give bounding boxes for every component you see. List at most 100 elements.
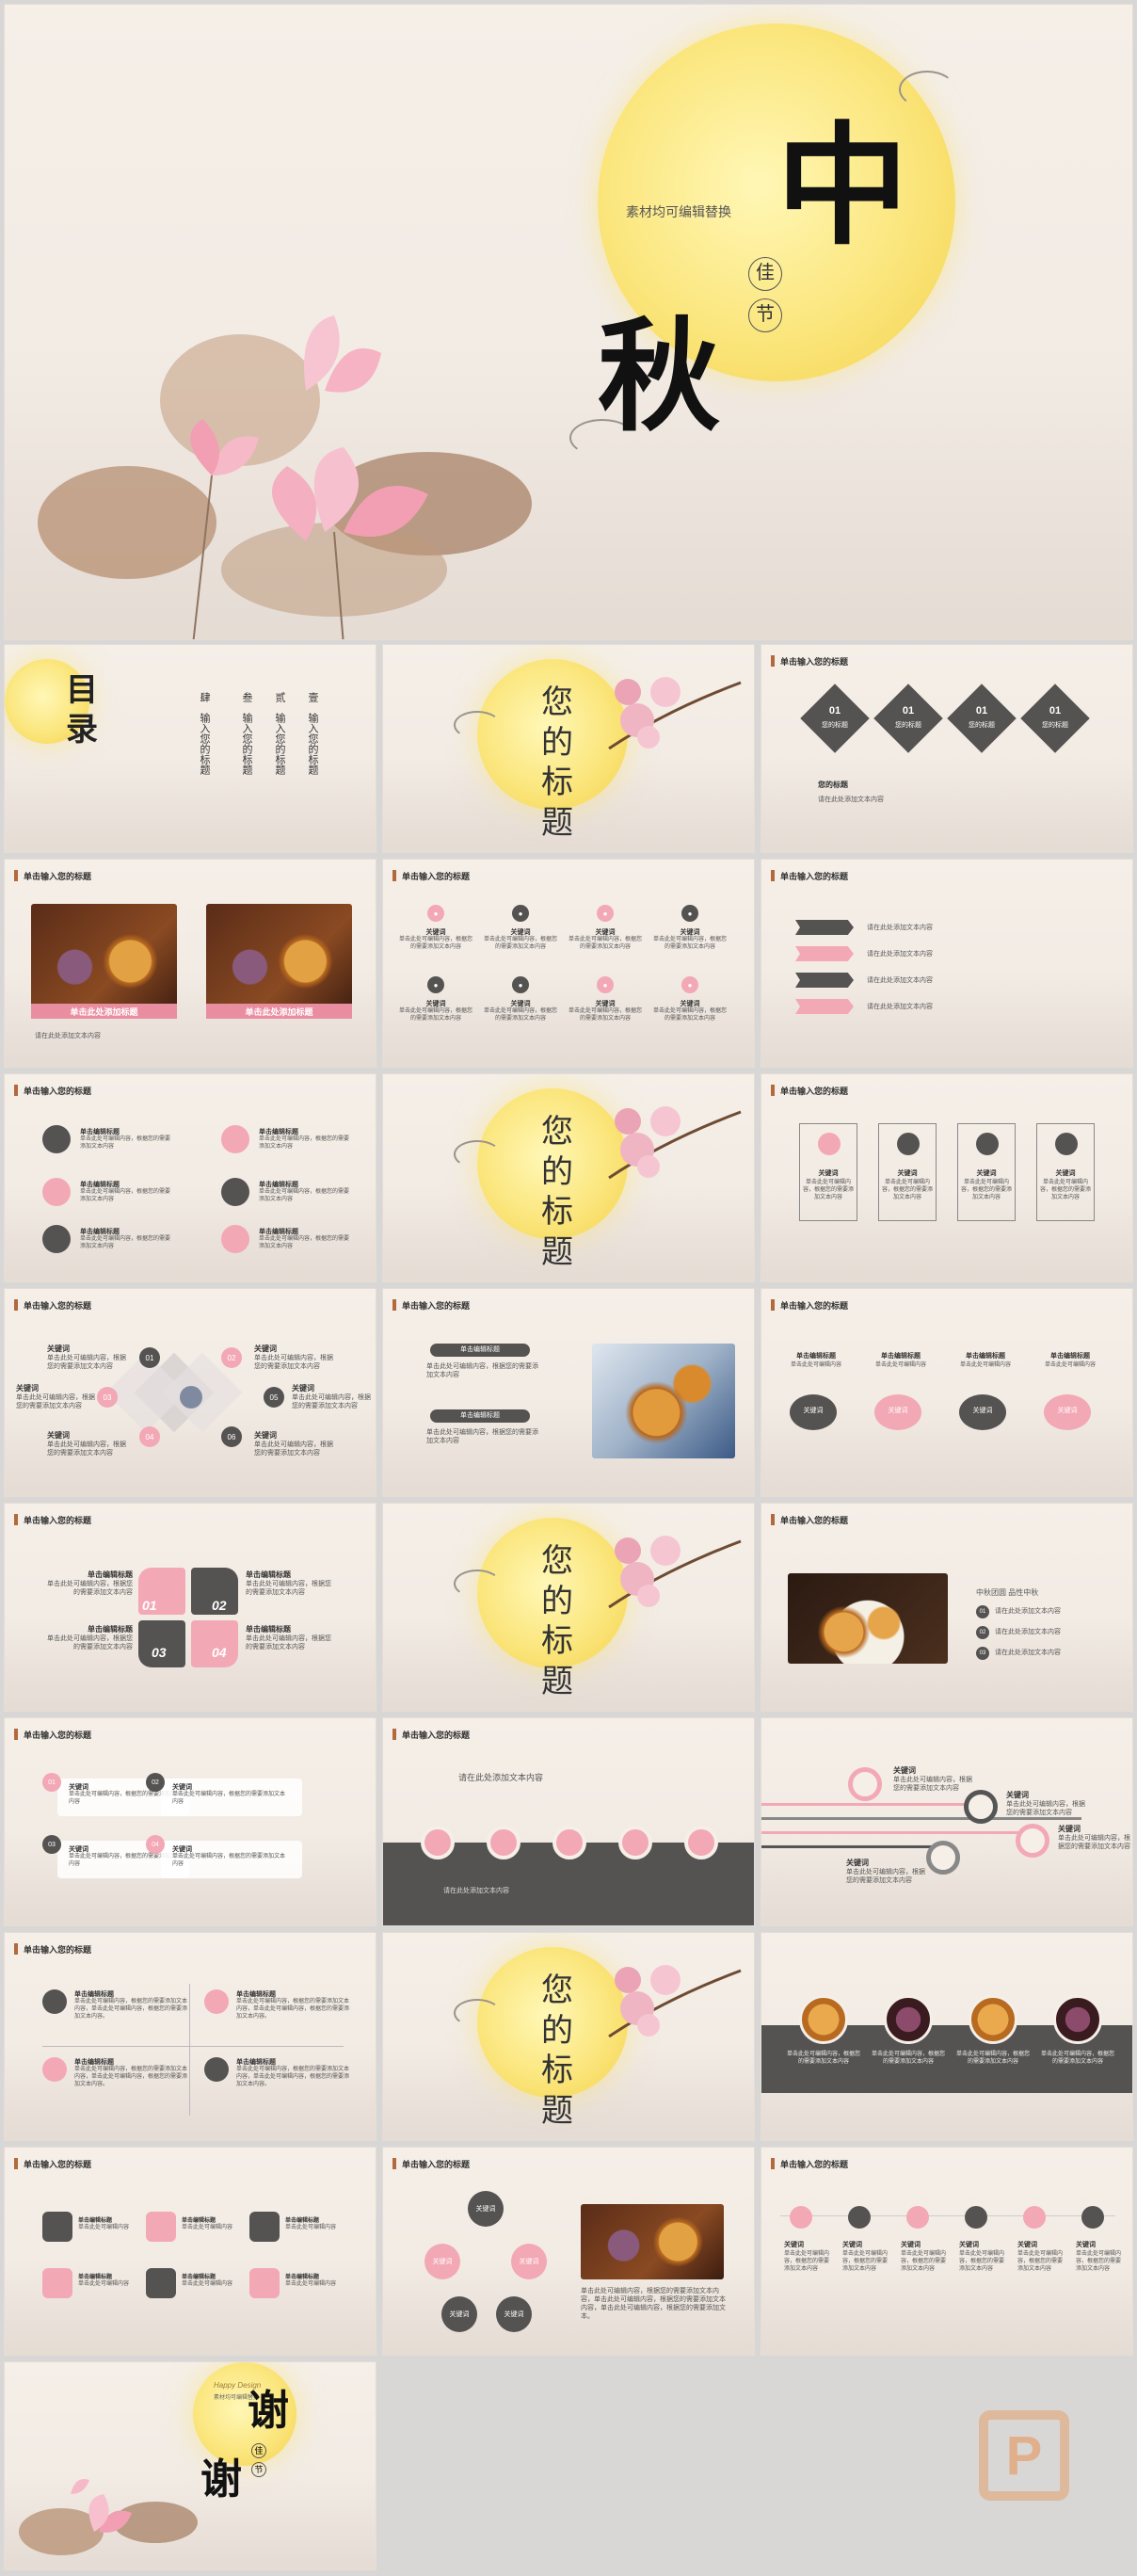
cover-slide[interactable]: 素材均可编辑替换 中 秋 佳 节 — [4, 4, 1133, 640]
ring-1[interactable] — [848, 1767, 882, 1801]
section-slide-1[interactable]: 您 的 标 题 — [382, 644, 755, 853]
band-icon[interactable] — [618, 1826, 652, 1860]
toc-col-2[interactable]: 叁 输入您的标题 — [240, 692, 253, 775]
icon-tile[interactable] — [249, 2268, 280, 2298]
list-item-1[interactable]: 01 请在此处添加文本内容 — [976, 1605, 1061, 1618]
item-icon[interactable]: ● — [597, 905, 614, 922]
column-icon[interactable] — [1081, 2206, 1104, 2229]
slide-photos[interactable]: 单击输入您的标题 单击此处添加标题 单击此处添加标题 请在此处添加文本内容 — [4, 859, 376, 1068]
item-icon[interactable]: ● — [427, 905, 444, 922]
item-icon[interactable]: ● — [512, 905, 529, 922]
process-node[interactable] — [1044, 1394, 1091, 1430]
list-item-3[interactable]: 03 请在此处添加文本内容 — [976, 1647, 1061, 1660]
quad-02[interactable] — [191, 1568, 238, 1615]
column-icon[interactable] — [965, 2206, 987, 2229]
num-05[interactable]: 05 — [264, 1387, 284, 1408]
section-slide-4[interactable]: 您 的 标 题 — [382, 1932, 755, 2141]
item-icon[interactable] — [221, 1125, 249, 1153]
icon-tile[interactable] — [249, 2212, 280, 2242]
slide-photo-list[interactable]: 单击输入您的标题 中秋团圆 品性中秋 01 请在此处添加文本内容 02 请在此处… — [761, 1503, 1133, 1712]
num-03[interactable]: 03 — [97, 1387, 118, 1408]
ring-4[interactable] — [926, 1841, 960, 1875]
item-icon[interactable]: ● — [512, 976, 529, 993]
band-icon[interactable] — [421, 1826, 455, 1860]
band-icon[interactable] — [487, 1826, 520, 1860]
toc-col-4[interactable]: 壹 输入您的标题 — [306, 692, 319, 775]
ribbon-4[interactable] — [795, 999, 854, 1014]
column-icon[interactable] — [1023, 2206, 1046, 2229]
quad-03[interactable] — [138, 1620, 185, 1667]
text-card[interactable] — [161, 1779, 302, 1816]
cycle-node-top[interactable]: 关键词 — [468, 2191, 504, 2227]
item-icon[interactable]: ● — [681, 905, 698, 922]
slide-icon-list[interactable]: 单击输入您的标题 单击编辑标题 单击此处可编辑内容，根据您的需要添加文本内容 单击编… — [4, 1073, 376, 1282]
item-icon[interactable]: ● — [597, 976, 614, 993]
section-slide-2[interactable]: 您 的 标 题 — [382, 1073, 755, 1282]
icon-tile[interactable] — [146, 2212, 176, 2242]
slide-ribbons[interactable]: 单击输入您的标题 请在此处添加文本内容 请在此处添加文本内容 请在此处添加文本内… — [761, 859, 1133, 1068]
num-04[interactable]: 04 — [139, 1426, 160, 1447]
ring-3[interactable] — [1016, 1824, 1049, 1858]
section-slide-3[interactable]: 您 的 标 题 — [382, 1503, 755, 1712]
feature-icon[interactable] — [204, 1989, 229, 2014]
band-icon[interactable] — [684, 1826, 718, 1860]
feature-icon[interactable] — [42, 2057, 67, 2082]
slide-process[interactable]: 单击输入您的标题 关键词 单击编辑标题 单击此处可编辑内容 关键词 单击编辑标题 单击此处… — [761, 1288, 1133, 1497]
item-icon[interactable] — [42, 1125, 71, 1153]
num-06[interactable]: 06 — [221, 1426, 242, 1447]
item-icon[interactable] — [221, 1178, 249, 1206]
process-node[interactable] — [874, 1394, 921, 1430]
column-icon[interactable] — [848, 2206, 871, 2229]
cycle-node-right[interactable]: 关键词 — [511, 2244, 547, 2279]
item-icon[interactable] — [42, 1225, 71, 1253]
slide-diamonds[interactable]: 单击输入您的标题 01 您的标题 01 您的标题 01 您的标题 01 您的标题 您的标… — [761, 644, 1133, 853]
quad-01[interactable] — [138, 1568, 185, 1615]
item-icon[interactable] — [42, 1178, 71, 1206]
text-card[interactable] — [161, 1841, 302, 1878]
slide-cycle[interactable]: 单击输入您的标题 关键词 关键词 关键词 关键词 关键词 单击此处可编辑内容，根… — [382, 2147, 755, 2356]
process-node[interactable] — [790, 1394, 837, 1430]
icon-tile[interactable] — [42, 2212, 72, 2242]
feature-box[interactable] — [799, 1123, 857, 1221]
quad-04[interactable] — [191, 1620, 238, 1667]
icon-tile[interactable] — [42, 2268, 72, 2298]
feature-box[interactable] — [1036, 1123, 1095, 1221]
slide-cake-band[interactable]: 单击此处可编辑内容，根据您的需要添加文本内容 单击此处可编辑内容，根据您的需要添加… — [761, 1932, 1133, 2141]
cycle-node-left[interactable]: 关键词 — [424, 2244, 460, 2279]
slide-quadrants[interactable]: 单击输入您的标题 01 02 03 04 单击编辑标题 单击此处可编辑内容，根据您… — [4, 1503, 376, 1712]
toc-slide[interactable]: 目 录 肆 输入您的标题 叁 输入您的标题 贰 输入您的标题 壹 输入您的标题 — [4, 644, 376, 853]
cycle-node-bl[interactable]: 关键词 — [441, 2296, 477, 2332]
num-01[interactable]: 01 — [139, 1347, 160, 1368]
slide-text-photo[interactable]: 单击输入您的标题 单击编辑标题 单击此处可编辑内容，根据您的需要添加文本内容 单… — [382, 1288, 755, 1497]
num-02[interactable]: 02 — [221, 1347, 242, 1368]
slide-six-icons[interactable]: 单击输入您的标题 单击编辑标题 单击此处可编辑内容 单击编辑标题 单击此处可编辑内容单… — [4, 2147, 376, 2356]
feature-box[interactable] — [878, 1123, 937, 1221]
column-icon[interactable] — [906, 2206, 929, 2229]
ring-2[interactable] — [964, 1790, 998, 1824]
icon-tile[interactable] — [146, 2268, 176, 2298]
slide-four-features[interactable]: 单击输入您的标题 单击编辑标题 单击此处可编辑内容，根据您的需要添加文本内容，单击… — [4, 1932, 376, 2141]
feature-box[interactable] — [957, 1123, 1016, 1221]
slide-icon-band[interactable]: 单击输入您的标题 请在此处添加文本内容 请在此处添加文本内容 — [382, 1717, 755, 1926]
thanks-slide[interactable]: Happy Design 素材均可编辑替换 谢 谢 佳 节 — [4, 2361, 376, 2570]
ribbon-2[interactable] — [795, 946, 854, 961]
toc-col-3[interactable]: 贰 输入您的标题 — [273, 692, 286, 775]
item-icon[interactable]: ● — [681, 976, 698, 993]
process-node[interactable] — [959, 1394, 1006, 1430]
band-icon[interactable] — [552, 1826, 586, 1860]
toc-col-1[interactable]: 肆 输入您的标题 — [198, 692, 211, 775]
slide-timeline-rings[interactable]: 关键词 单击此处可编辑内容，根据您的需要添加文本内容 关键词 单击此处可编辑内容，根… — [761, 1717, 1133, 1926]
feature-icon[interactable] — [204, 2057, 229, 2082]
ribbon-3[interactable] — [795, 973, 854, 988]
slide-icon-boxes[interactable]: 单击输入您的标题 关键词 单击此处可编辑内容，根据您的需要添加文本内容 关键词 单击此… — [761, 1073, 1133, 1282]
item-icon[interactable] — [221, 1225, 249, 1253]
feature-icon[interactable] — [42, 1989, 67, 2014]
list-item-2[interactable]: 02 请在此处添加文本内容 — [976, 1626, 1061, 1639]
slide-cross-diagram[interactable]: 单击输入您的标题 01 02 03 05 04 06 关键词 单击此处可编辑内容，… — [4, 1288, 376, 1497]
slide-icon-grid[interactable]: 单击输入您的标题 ● 关键词 单击此处可编辑内容，根据您的需要添加文本内容 ● 关键词单… — [382, 859, 755, 1068]
item-icon[interactable]: ● — [427, 976, 444, 993]
slide-card-grid[interactable]: 单击输入您的标题 01 关键词 单击此处可编辑内容，根据您的需要添加文本内容 02 关键… — [4, 1717, 376, 1926]
column-icon[interactable] — [790, 2206, 812, 2229]
cycle-node-br[interactable]: 关键词 — [496, 2296, 532, 2332]
slide-six-columns[interactable]: 单击输入您的标题 关键词 单击此处可编辑内容，根据您的需要添加文本内容 关键词 单击此… — [761, 2147, 1133, 2356]
